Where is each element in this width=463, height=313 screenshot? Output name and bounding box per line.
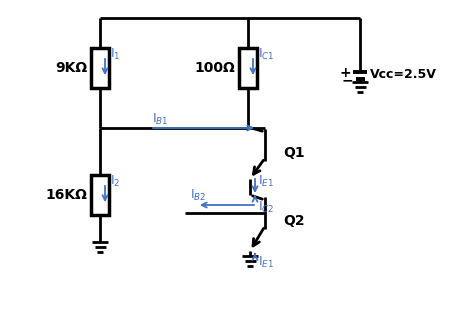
Text: Vcc=2.5V: Vcc=2.5V — [370, 69, 437, 81]
Text: I$_{E1}$: I$_{E1}$ — [258, 173, 274, 188]
Text: I$_{C2}$: I$_{C2}$ — [258, 199, 275, 214]
Bar — [91, 48, 109, 88]
Text: Q1: Q1 — [283, 146, 305, 160]
Text: +: + — [339, 66, 351, 80]
Text: −: − — [342, 73, 353, 87]
Text: I$_{B2}$: I$_{B2}$ — [190, 187, 206, 203]
Text: I$_1$: I$_1$ — [110, 46, 120, 62]
Text: I$_{B1}$: I$_{B1}$ — [152, 111, 169, 126]
Bar — [239, 48, 257, 88]
Text: 9KΩ: 9KΩ — [55, 61, 87, 75]
Text: I$_{C1}$: I$_{C1}$ — [258, 46, 275, 62]
Text: I$_{E1}$: I$_{E1}$ — [258, 254, 274, 269]
Bar — [91, 175, 109, 215]
Text: Q2: Q2 — [283, 214, 305, 228]
Text: I$_2$: I$_2$ — [110, 173, 120, 188]
Text: 100Ω: 100Ω — [194, 61, 235, 75]
Text: 16KΩ: 16KΩ — [45, 188, 87, 202]
